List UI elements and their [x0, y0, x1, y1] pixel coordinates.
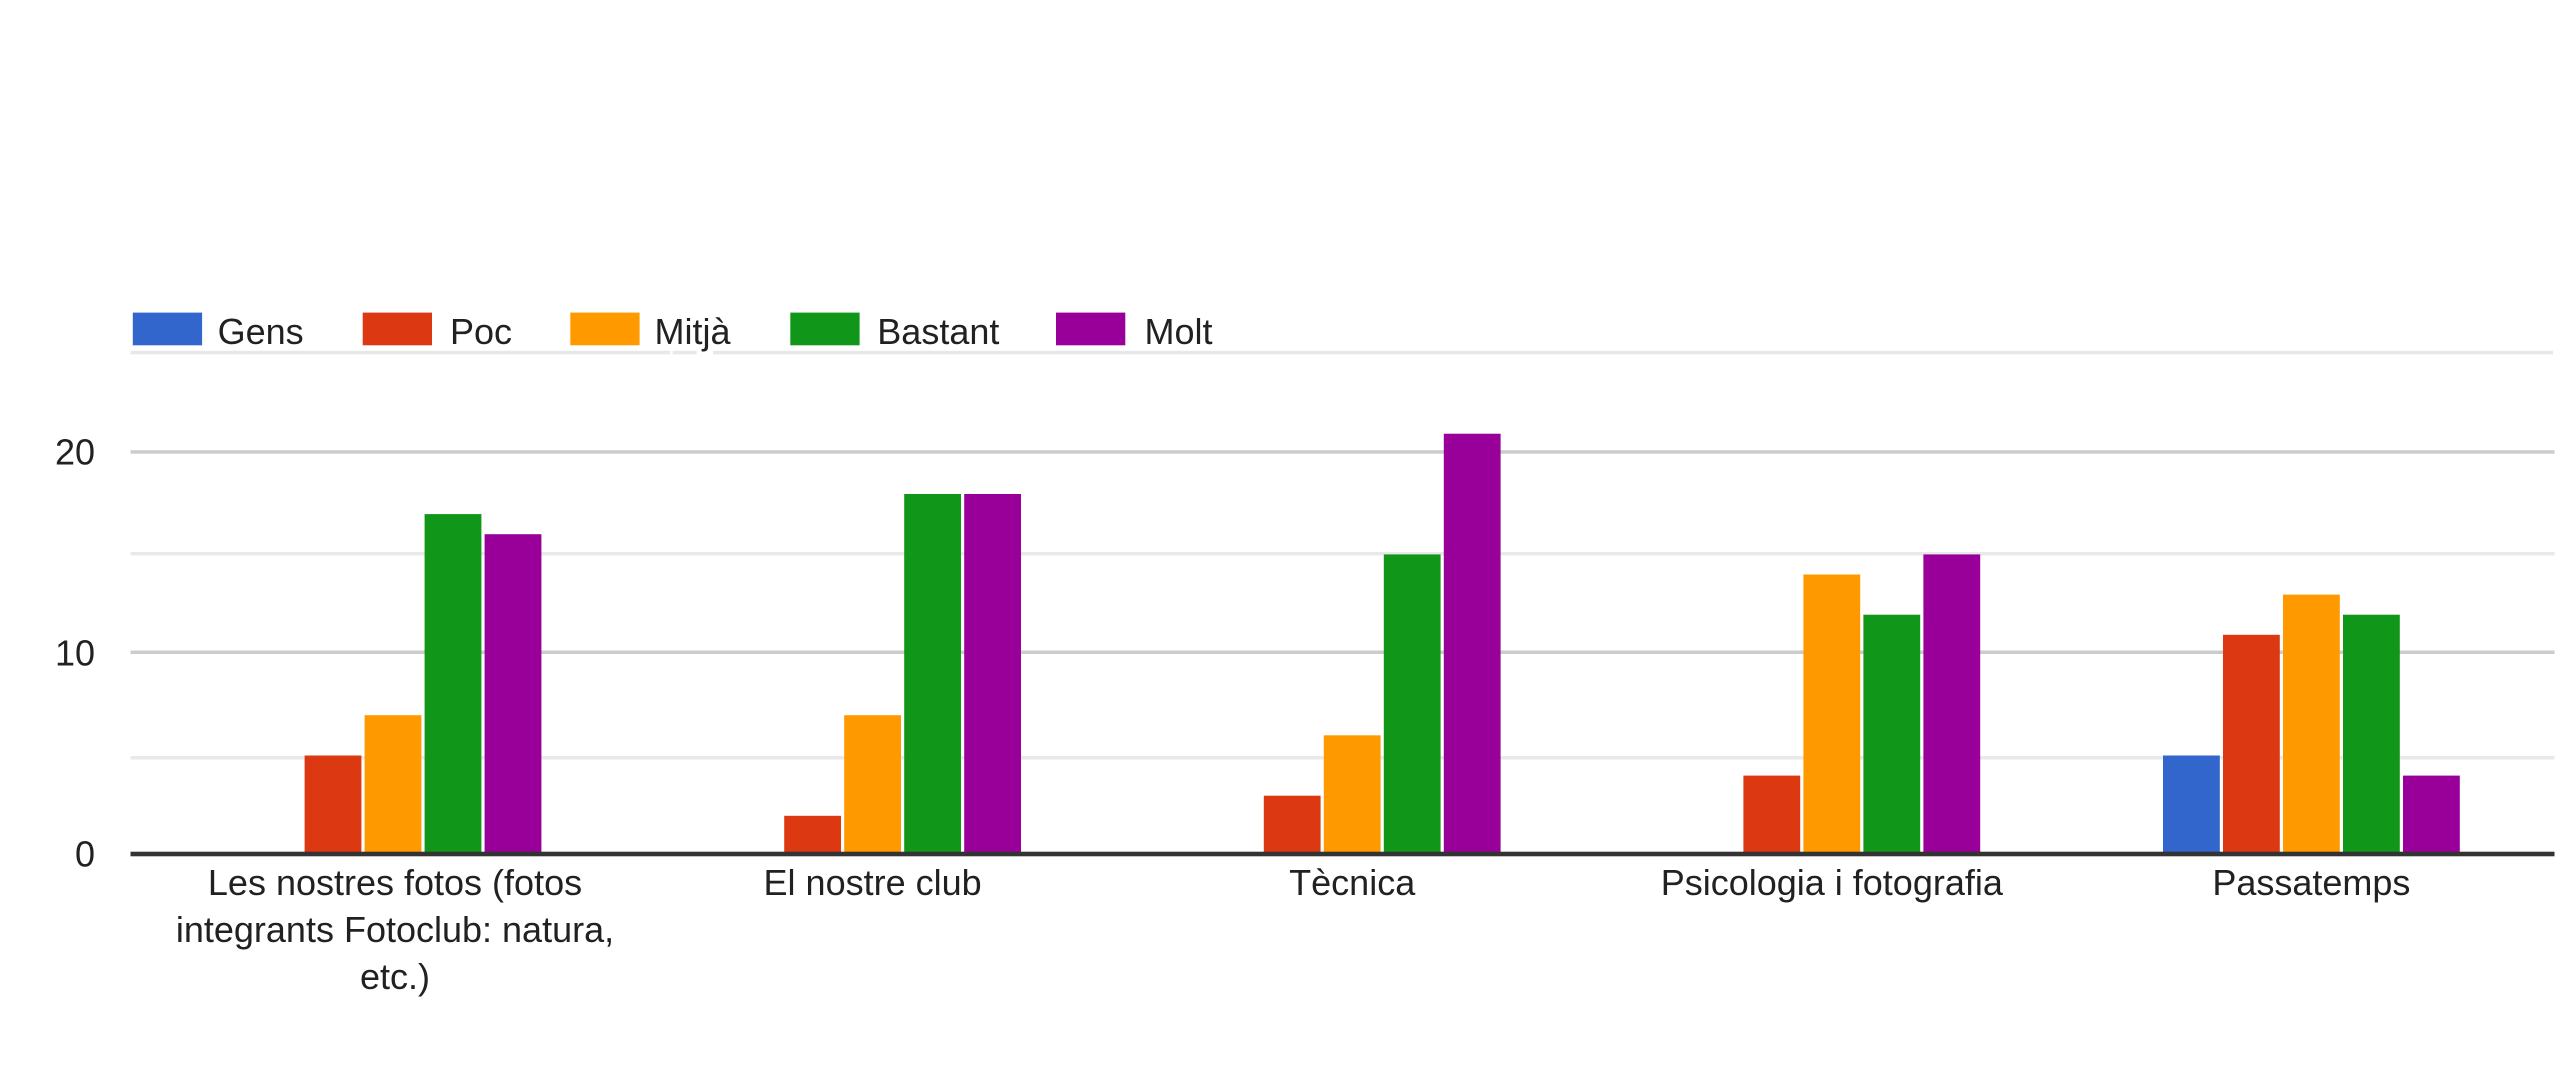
- svg-text:20: 20: [55, 432, 95, 473]
- svg-text:0: 0: [75, 834, 95, 875]
- svg-text:Poc: Poc: [450, 311, 512, 352]
- svg-text:Gens: Gens: [218, 311, 304, 352]
- svg-text:Mitjà: Mitjà: [655, 311, 732, 352]
- svg-text:10: 10: [55, 633, 95, 674]
- svg-text:Les nostres fotos (fotos: Les nostres fotos (fotos: [208, 862, 582, 903]
- svg-text:El nostre club: El nostre club: [764, 862, 982, 903]
- svg-text:etc.): etc.): [360, 956, 430, 997]
- svg-text:Passatemps: Passatemps: [2212, 862, 2410, 903]
- svg-text:Psicologia i fotografia: Psicologia i fotografia: [1661, 862, 2004, 903]
- svg-text:Bastant: Bastant: [877, 311, 999, 352]
- svg-text:Tècnica: Tècnica: [1289, 862, 1416, 903]
- svg-text:integrants Fotoclub: natura,: integrants Fotoclub: natura,: [176, 909, 614, 950]
- svg-text:Molt: Molt: [1145, 311, 1213, 352]
